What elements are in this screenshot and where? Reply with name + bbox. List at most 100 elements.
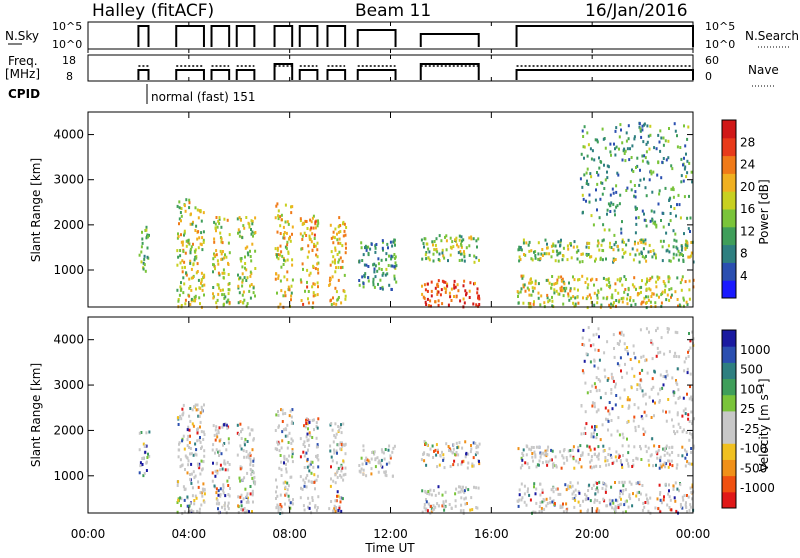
range-cell — [641, 124, 644, 128]
range-cell — [682, 428, 685, 432]
range-cell — [383, 470, 386, 474]
range-cell — [364, 246, 366, 250]
range-cell — [365, 263, 368, 267]
range-cell — [655, 354, 658, 358]
range-cell — [668, 489, 670, 493]
range-cell — [569, 242, 572, 245]
range-cell — [683, 156, 685, 160]
range-cell — [429, 299, 432, 303]
range-cell — [381, 246, 384, 250]
range-cell — [578, 457, 581, 461]
range-cell — [344, 452, 347, 456]
range-cell — [236, 431, 239, 435]
colorbar-swatch — [722, 459, 736, 477]
nave-label: Nave — [748, 63, 779, 77]
range-cell — [665, 369, 668, 373]
range-cell — [283, 457, 286, 461]
range-cell — [282, 428, 285, 432]
range-cell — [688, 420, 691, 423]
range-cell — [657, 351, 660, 355]
range-cell — [676, 413, 679, 417]
range-cell — [607, 377, 610, 381]
range-cell — [672, 195, 675, 199]
range-cell — [629, 298, 631, 302]
range-cell — [529, 281, 532, 285]
range-cell — [146, 456, 149, 459]
range-cell — [218, 273, 221, 277]
range-cell — [535, 487, 538, 491]
range-cell — [641, 417, 644, 421]
range-cell — [241, 265, 244, 269]
range-cell — [692, 446, 695, 450]
range-cell — [279, 244, 282, 248]
range-cell — [380, 258, 383, 262]
range-cell — [317, 417, 320, 421]
range-cell — [374, 250, 377, 254]
range-cell — [421, 257, 424, 261]
range-cell — [222, 483, 225, 487]
nsearch-label: N.Search — [745, 29, 799, 43]
range-cell — [569, 454, 572, 458]
range-cell — [632, 344, 635, 348]
range-cell — [663, 495, 665, 499]
range-cell — [530, 249, 533, 253]
range-cell — [176, 204, 179, 208]
range-cell — [685, 152, 687, 156]
range-cell — [200, 243, 203, 247]
range-cell — [275, 272, 277, 276]
range-cell — [362, 444, 365, 448]
range-cell — [593, 431, 595, 435]
range-cell — [217, 271, 220, 275]
range-cell — [686, 216, 689, 220]
range-cell — [638, 286, 641, 290]
range-cell — [680, 244, 683, 248]
range-cell — [552, 490, 555, 494]
range-cell — [595, 188, 597, 192]
range-cell — [341, 244, 344, 248]
range-cell — [339, 496, 342, 500]
range-cell — [675, 355, 678, 358]
range-cell — [610, 201, 613, 205]
range-cell — [228, 233, 231, 237]
range-cell — [538, 445, 541, 449]
range-cell — [370, 472, 373, 476]
range-cell — [520, 498, 523, 502]
range-cell — [299, 278, 302, 282]
range-cell — [687, 255, 690, 259]
range-cell — [586, 295, 589, 299]
range-cell — [529, 278, 532, 282]
range-cell — [245, 216, 248, 219]
range-cell — [584, 492, 586, 496]
range-cell — [291, 439, 294, 443]
range-cell — [583, 359, 586, 363]
range-cell — [606, 212, 608, 216]
range-cell — [428, 492, 431, 496]
range-cell — [686, 494, 688, 497]
range-cell — [317, 271, 320, 275]
range-cell — [384, 448, 387, 451]
range-cell — [539, 455, 542, 459]
range-cell — [637, 216, 640, 220]
nsky-segment — [419, 33, 480, 47]
range-cell — [445, 499, 447, 503]
range-cell — [243, 298, 246, 302]
range-cell — [194, 494, 197, 498]
range-cell — [226, 479, 229, 483]
range-cell — [241, 478, 244, 482]
range-cell — [676, 463, 679, 467]
range-cell — [594, 492, 597, 496]
range-cell — [636, 156, 639, 160]
range-cell — [595, 436, 598, 440]
range-cell — [622, 149, 625, 153]
range-cell — [181, 413, 184, 417]
range-cell — [340, 448, 343, 452]
range-cell — [668, 459, 671, 463]
range-cell — [689, 254, 692, 258]
range-cell — [280, 468, 283, 472]
range-cell — [186, 504, 189, 508]
range-cell — [194, 294, 197, 298]
range-cell — [228, 476, 231, 480]
range-cell — [470, 444, 472, 447]
range-cell — [583, 156, 585, 160]
